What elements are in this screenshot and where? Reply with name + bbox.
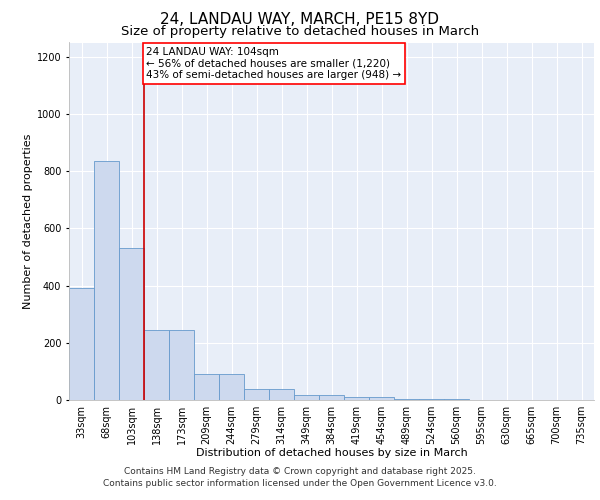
Bar (144, 330, 169, 400)
Bar (169, 330, 194, 400)
X-axis label: Distribution of detached houses by size in March: Distribution of detached houses by size … (196, 448, 467, 458)
Bar (369, 397, 394, 400)
Bar (269, 389, 294, 400)
Bar (294, 395, 319, 400)
Text: Contains HM Land Registry data © Crown copyright and database right 2025.
Contai: Contains HM Land Registry data © Crown c… (103, 466, 497, 487)
Bar (394, 398, 419, 400)
Text: 24, LANDAU WAY, MARCH, PE15 8YD: 24, LANDAU WAY, MARCH, PE15 8YD (161, 12, 439, 28)
Text: Size of property relative to detached houses in March: Size of property relative to detached ho… (121, 25, 479, 38)
Bar (244, 389, 269, 400)
Y-axis label: Number of detached properties: Number of detached properties (23, 134, 32, 309)
Bar (94, 161, 119, 400)
Text: 24 LANDAU WAY: 104sqm
← 56% of detached houses are smaller (1,220)
43% of semi-d: 24 LANDAU WAY: 104sqm ← 56% of detached … (146, 47, 401, 80)
Bar (69, 288, 94, 400)
Bar (319, 395, 344, 400)
Bar (119, 248, 144, 400)
Bar (419, 398, 444, 400)
Bar (219, 374, 244, 400)
Bar (194, 374, 219, 400)
Bar (344, 397, 369, 400)
